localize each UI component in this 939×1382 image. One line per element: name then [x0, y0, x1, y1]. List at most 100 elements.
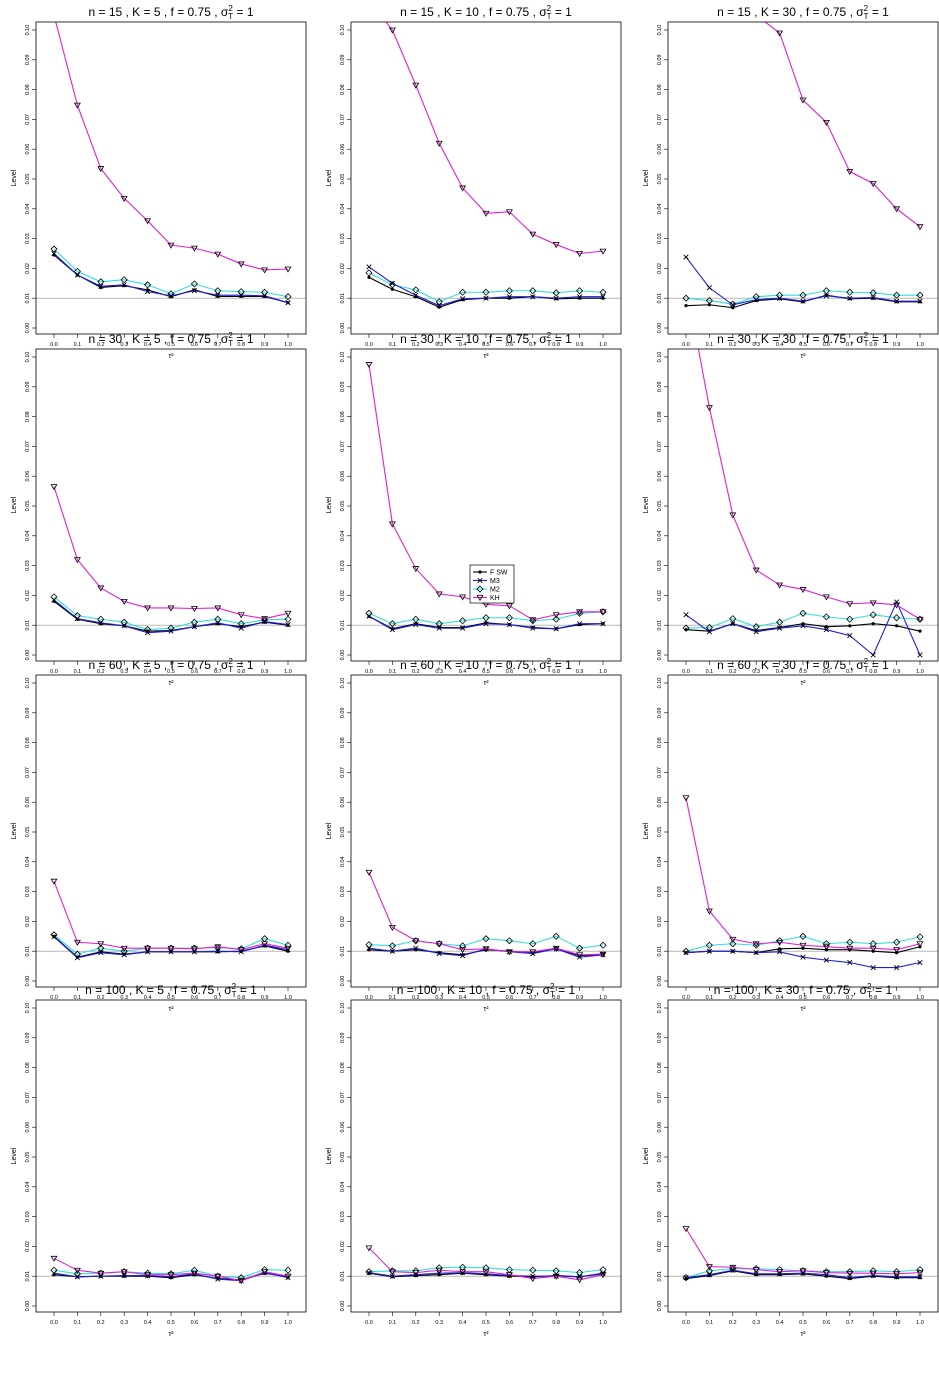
- legend-box: [469, 564, 515, 604]
- point-kh: [916, 224, 924, 231]
- x-tick-label: 0.5: [482, 995, 490, 1001]
- x-tick-label: 0.8: [237, 342, 245, 348]
- series-line-kh: [368, 872, 604, 956]
- point-m3: [706, 948, 713, 954]
- y-tick-label: 0.10: [657, 678, 663, 689]
- panel-title: n = 60 , K = 30 , f = 0.75 , σ2 T = 1: [717, 657, 889, 674]
- point-m3: [800, 298, 806, 304]
- point-m3: [459, 296, 466, 302]
- x-tick-label: 0.7: [846, 1320, 854, 1326]
- point-m3: [683, 254, 689, 260]
- x-tick-label: 0.0: [50, 995, 58, 1001]
- point-m2: [846, 615, 854, 623]
- x-tick-label: 0.6: [823, 669, 831, 675]
- point-m3: [389, 948, 396, 954]
- point-m3: [144, 289, 151, 295]
- point-kh: [869, 945, 877, 952]
- point-m2: [799, 932, 807, 940]
- point-kh: [552, 242, 560, 249]
- x-tick-label: 0.7: [214, 342, 222, 348]
- y-tick-label: 0.05: [340, 827, 346, 838]
- point-m3: [51, 250, 57, 257]
- y-tick-label: 0.06: [657, 797, 663, 808]
- y-tick-label: 0.05: [25, 827, 31, 838]
- x-tick-label: 0.1: [389, 669, 397, 675]
- point-m3: [706, 1272, 713, 1278]
- x-tick-label: 1.0: [916, 995, 924, 1001]
- plot-area: [50, 1255, 292, 1285]
- series-line-m2: [53, 1269, 289, 1279]
- point-m3: [121, 623, 127, 629]
- point-m3: [823, 957, 830, 963]
- panel-7: n = 60 , K = 5 , f = 0.75 , σ2 T = 1 0.00 0…: [11, 657, 307, 1013]
- y-tick-label: 0.03: [25, 1211, 31, 1222]
- point-kh: [97, 166, 105, 173]
- y-tick-label: 0.10: [340, 1003, 346, 1014]
- y-tick-label: 0.00: [340, 976, 346, 987]
- x-tick-label: 0.2: [412, 669, 420, 675]
- x-tick-label: 0.5: [167, 669, 175, 675]
- point-kh: [388, 1269, 396, 1276]
- y-tick-label: 0.08: [340, 84, 346, 95]
- point-kh: [365, 869, 373, 876]
- x-tick-label: 0.7: [846, 669, 854, 675]
- y-tick-label: 0.10: [340, 352, 346, 363]
- y-tick-label: 0.07: [657, 441, 663, 452]
- plot-area: [365, 362, 607, 633]
- y-tick-label: 0.04: [25, 856, 31, 867]
- point-kh: [869, 181, 877, 188]
- y-tick-label: 0.08: [340, 1062, 346, 1073]
- point-kh: [459, 594, 467, 601]
- point-kh: [599, 248, 607, 255]
- panel-title: n = 100 , K = 5 , f = 0.75 , σ2 T = 1: [85, 982, 257, 999]
- y-tick-label: 0.08: [25, 411, 31, 422]
- point-m3: [51, 934, 57, 940]
- point-f-sw: [684, 304, 688, 308]
- y-axis-label: Level: [643, 496, 650, 513]
- x-tick-label: 0.5: [167, 1320, 175, 1326]
- x-tick-label: 0.9: [261, 342, 269, 348]
- plot-area: [682, 349, 924, 658]
- point-m2: [482, 935, 490, 943]
- point-m2: [529, 287, 537, 295]
- point-m2: [869, 611, 877, 619]
- point-m3: [215, 292, 221, 298]
- point-m3: [576, 1274, 583, 1280]
- y-tick-label: 0.01: [657, 946, 663, 957]
- y-axis-label: Level: [326, 169, 333, 186]
- y-axis-label: Level: [643, 822, 650, 839]
- x-tick-label: 0.1: [74, 669, 82, 675]
- x-tick-label: 0.1: [706, 1320, 714, 1326]
- series-line-kh: [685, 1228, 921, 1275]
- point-m3: [553, 626, 559, 632]
- point-m3: [823, 627, 830, 633]
- x-tick-label: 0.8: [237, 669, 245, 675]
- x-tick-label: 0.7: [529, 995, 537, 1001]
- point-kh: [893, 206, 901, 213]
- point-m3: [776, 625, 783, 631]
- legend-marker: [478, 570, 482, 574]
- y-tick-label: 0.07: [25, 1092, 31, 1103]
- y-tick-label: 0.04: [25, 1181, 31, 1192]
- y-tick-label: 0.09: [25, 1032, 31, 1043]
- point-kh: [214, 1273, 222, 1280]
- point-m3: [553, 295, 559, 301]
- x-tick-label: 0.0: [50, 342, 58, 348]
- panel-3: n = 15 , K = 30 , f = 0.75 , σ2 T = 10.00…: [643, 4, 939, 360]
- point-m2: [482, 614, 490, 622]
- y-tick-label: 0.02: [340, 1241, 346, 1252]
- x-tick-label: 0.2: [97, 342, 105, 348]
- y-tick-label: 0.00: [25, 323, 31, 334]
- point-m3: [847, 633, 853, 639]
- point-m3: [483, 621, 489, 627]
- x-tick-label: 0.1: [706, 669, 714, 675]
- y-tick-label: 0.07: [340, 114, 346, 125]
- x-tick-label: 1.0: [284, 342, 292, 348]
- panel-frame: [667, 999, 939, 1313]
- y-tick-label: 0.05: [25, 501, 31, 512]
- point-kh: [505, 1272, 513, 1279]
- panel-4: n = 30 , K = 5 , f = 0.75 , σ2 T = 1 0.00 0…: [11, 331, 307, 687]
- point-m3: [413, 292, 419, 298]
- point-kh: [412, 938, 420, 945]
- y-tick-label: 0.01: [340, 620, 346, 631]
